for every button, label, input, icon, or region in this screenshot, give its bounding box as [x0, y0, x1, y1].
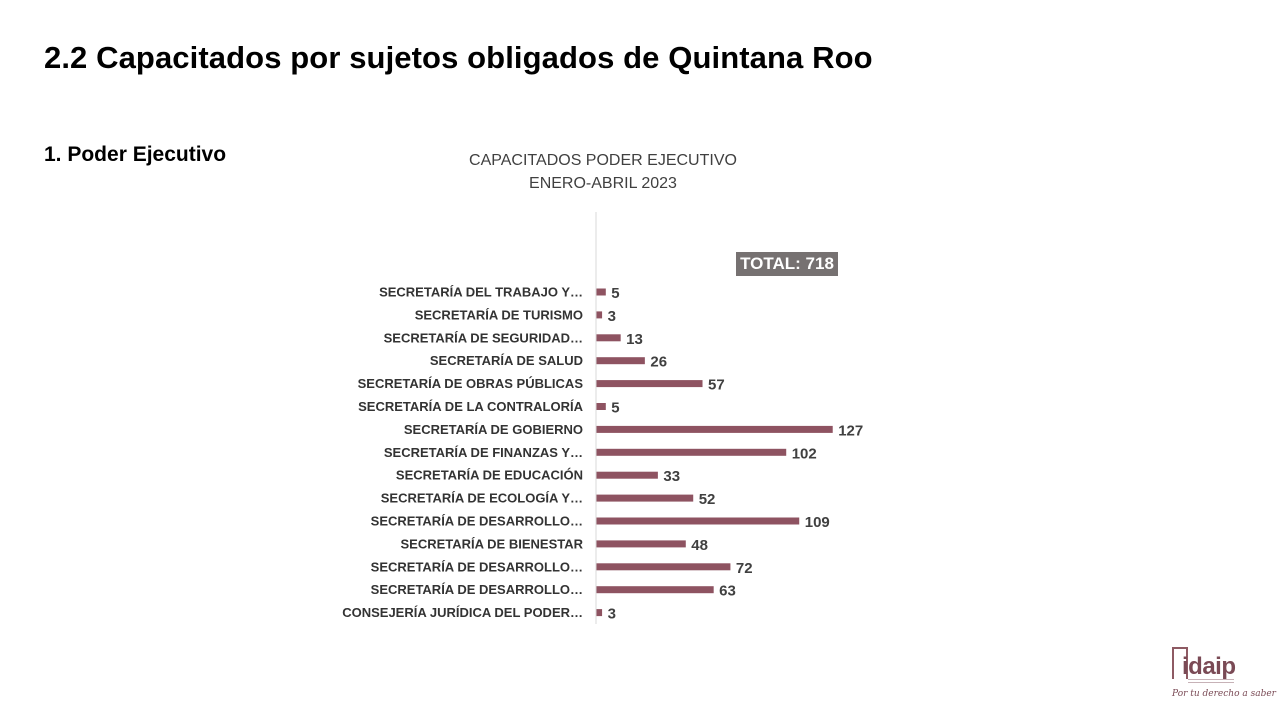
data-label: 102 [792, 445, 817, 462]
category-label: SECRETARÍA DE TURISMO [415, 307, 583, 322]
category-label: SECRETARÍA DE DESARROLLO… [371, 559, 583, 574]
logo-lines-icon [1188, 679, 1234, 685]
data-label: 5 [611, 400, 619, 417]
bar [596, 403, 606, 410]
bar [596, 471, 658, 479]
bar [596, 540, 686, 548]
category-label: SECRETARÍA DE GOBIERNO [404, 422, 583, 437]
logo-mark-icon [1172, 647, 1188, 679]
total-badge [736, 252, 838, 276]
logo-tagline: Por tu derecho a saber [1172, 689, 1276, 699]
data-label: 33 [663, 468, 680, 485]
data-label: 48 [691, 537, 708, 554]
data-label: 13 [626, 331, 643, 348]
bar [596, 425, 833, 433]
category-label: SECRETARÍA DE SALUD [430, 353, 583, 368]
data-label: 3 [608, 606, 616, 623]
bar [596, 609, 603, 617]
category-label: SECRETARÍA DE ECOLOGÍA Y… [381, 491, 583, 506]
category-label: SECRETARÍA DE EDUCACIÓN [396, 468, 583, 483]
data-label: 52 [699, 491, 716, 508]
category-label: SECRETARÍA DE OBRAS PÚBLICAS [358, 376, 584, 391]
category-label: SECRETARÍA DE BIENESTAR [401, 536, 584, 551]
category-label: SECRETARÍA DE FINANZAS Y… [384, 445, 583, 460]
data-label: 63 [719, 583, 736, 600]
logo-brand: idaip [1182, 653, 1236, 680]
section-label: 1. Poder Ejecutivo [44, 143, 227, 166]
bar [596, 380, 703, 388]
idaip-logo: idaip Por tu derecho a saber [1170, 645, 1276, 707]
category-label: SECRETARÍA DE LA CONTRALORÍA [358, 399, 583, 414]
bar [596, 311, 603, 319]
data-label: 57 [708, 377, 725, 394]
bar [596, 357, 645, 365]
chart-title: CAPACITADOS PODER EJECUTIVO [469, 152, 737, 169]
bar [596, 586, 714, 594]
category-label: SECRETARÍA DE DESARROLLO… [371, 582, 583, 597]
category-label: CONSEJERÍA JURÍDICA DEL PODER… [342, 605, 583, 620]
total-label: TOTAL: 718 [740, 254, 834, 273]
category-label: SECRETARÍA DEL TRABAJO Y… [379, 285, 583, 300]
data-label: 26 [650, 354, 667, 371]
chart-subtitle: ENERO-ABRIL 2023 [529, 175, 677, 192]
category-label: SECRETARÍA DE SEGURIDAD… [384, 330, 583, 345]
data-label: 127 [838, 422, 863, 439]
bar [596, 334, 621, 342]
slide-title: 2.2 Capacitados por sujetos obligados de… [44, 40, 873, 75]
bar [596, 448, 787, 456]
category-label: SECRETARÍA DE DESARROLLO… [371, 514, 583, 529]
bar [596, 494, 694, 502]
data-label: 109 [805, 514, 830, 531]
data-label: 72 [736, 560, 753, 577]
bar [596, 563, 731, 571]
bar [596, 288, 606, 296]
data-label: 3 [608, 308, 616, 325]
data-label: 5 [611, 285, 619, 302]
bar [596, 517, 800, 525]
